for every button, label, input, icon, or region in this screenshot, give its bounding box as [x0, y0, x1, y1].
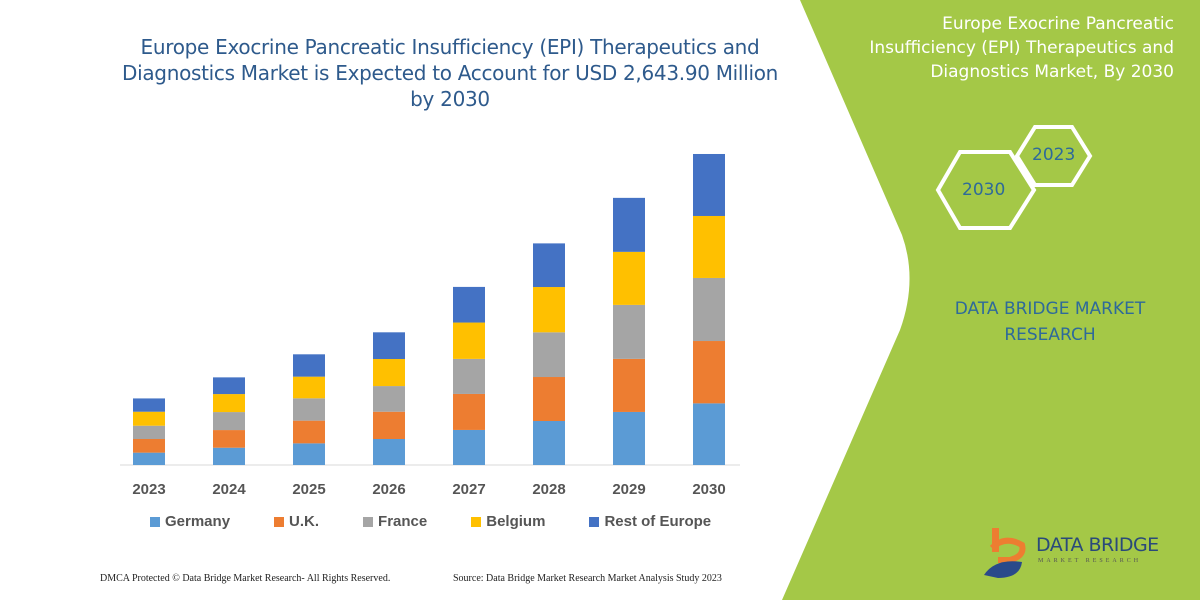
bar-segment-2026-france — [373, 386, 405, 412]
bar-segment-2023-belgium — [133, 411, 165, 426]
bar-segment-2023-u-k- — [133, 439, 165, 453]
bars — [133, 153, 725, 465]
bar-segment-2027-u-k- — [453, 393, 485, 430]
bar-segment-2029-germany — [613, 411, 645, 465]
bar-segment-2026-belgium — [373, 359, 405, 387]
chart-title: Europe Exocrine Pancreatic Insufficiency… — [121, 35, 779, 111]
bar-segment-2027-germany — [453, 429, 485, 465]
bar-segment-2029-france — [613, 304, 645, 359]
bar-segment-2025-germany — [293, 443, 325, 465]
bar-segment-2023-germany — [133, 452, 165, 465]
bar-segment-2023-france — [133, 425, 165, 440]
x-tick-2024: 2024 — [212, 481, 246, 498]
bar-segment-2024-rest-of-europe — [213, 377, 245, 395]
legend-label: U.K. — [289, 513, 320, 530]
bar-segment-2026-u-k- — [373, 411, 405, 440]
brand-text: DATA BRIDGE MARKET RESEARCH — [954, 299, 1146, 345]
bar-segment-2028-france — [533, 332, 565, 378]
legend-item-germany: Germany — [150, 513, 230, 530]
bar-segment-2028-belgium — [533, 287, 565, 333]
hexagon-2030 — [935, 150, 1037, 230]
bar-segment-2029-u-k- — [613, 358, 645, 412]
side-panel-title: Europe Exocrine Pancreatic Insufficiency… — [869, 14, 1174, 82]
legend-label: Germany — [165, 513, 231, 530]
source-text: Source: Data Bridge Market Research Mark… — [453, 573, 722, 584]
green-side-panel — [782, 0, 1200, 600]
bar-segment-2025-rest-of-europe — [293, 354, 325, 377]
legend-swatch — [150, 516, 160, 527]
copyright-text: DMCA Protected © Data Bridge Market Rese… — [100, 573, 391, 584]
x-tick-2030: 2030 — [692, 481, 725, 498]
legend-label: France — [378, 513, 428, 530]
bar-segment-2029-rest-of-europe — [613, 197, 645, 252]
bar-segment-2030-rest-of-europe — [693, 153, 725, 216]
bar-segment-2028-germany — [533, 421, 565, 465]
x-tick-2027: 2027 — [452, 481, 485, 498]
logo-subtext: MARKET RESEARCH — [1038, 558, 1142, 564]
bar-segment-2030-germany — [693, 403, 725, 465]
legend-label: Rest of Europe — [604, 513, 712, 530]
bar-segment-2030-u-k- — [693, 341, 725, 404]
legend-label: Belgium — [486, 513, 546, 530]
legend-swatch — [589, 516, 600, 527]
bar-segment-2027-belgium — [453, 322, 485, 359]
x-tick-2028: 2028 — [532, 481, 565, 498]
bar-segment-2026-rest-of-europe — [373, 332, 405, 360]
legend-item-uk: U.K. — [274, 513, 319, 530]
bar-segment-2028-u-k- — [533, 377, 565, 422]
bar-segment-2027-rest-of-europe — [453, 286, 485, 323]
logo-icon — [984, 528, 1026, 578]
x-tick-labels: 2023 2024 2025 2026 2027 2028 2029 2030 — [132, 481, 725, 498]
x-tick-2023: 2023 — [132, 481, 165, 498]
legend-swatch — [274, 516, 285, 527]
bar-segment-2027-france — [453, 358, 485, 394]
bar-segment-2025-belgium — [293, 376, 325, 399]
legend-item-rest-of-europe: Rest of Europe — [589, 513, 711, 530]
bar-segment-2023-rest-of-europe — [133, 398, 165, 412]
bar-segment-2030-france — [693, 277, 725, 342]
x-tick-2026: 2026 — [372, 481, 405, 498]
bar-segment-2024-belgium — [213, 394, 245, 413]
x-tick-2029: 2029 — [612, 481, 645, 498]
hex-year-2030: 2030 — [962, 180, 1006, 200]
bar-segment-2024-france — [213, 412, 245, 431]
legend: Germany U.K. France Belgium Rest of Euro… — [150, 513, 755, 530]
bar-segment-2030-belgium — [693, 215, 725, 278]
bar-segment-2024-u-k- — [213, 430, 245, 448]
bar-segment-2028-rest-of-europe — [533, 243, 565, 288]
bar-segment-2029-belgium — [613, 251, 645, 305]
bar-segment-2024-germany — [213, 447, 245, 465]
legend-item-belgium: Belgium — [471, 513, 545, 530]
bar-segment-2025-france — [293, 398, 325, 421]
x-tick-2025: 2025 — [292, 481, 325, 498]
logo-text: DATA BRIDGE — [1036, 534, 1159, 556]
bar-segment-2026-germany — [373, 439, 405, 465]
hexagon-2023 — [1014, 125, 1093, 187]
hex-year-2023: 2023 — [1032, 145, 1076, 165]
legend-item-france: France — [363, 513, 427, 530]
legend-swatch — [471, 516, 482, 527]
bar-segment-2025-u-k- — [293, 420, 325, 444]
legend-swatch — [363, 516, 374, 527]
